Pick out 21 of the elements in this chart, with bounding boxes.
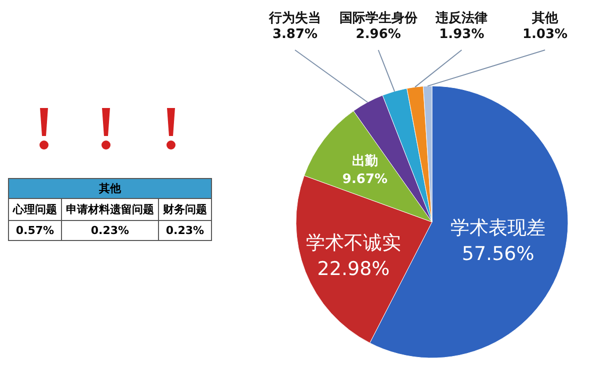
- data-label: 1.93%: [439, 27, 484, 42]
- data-label: 0.23%: [158, 220, 212, 240]
- category-label: 申请材料遗留问题: [62, 198, 158, 220]
- data-label: 2.96%: [356, 27, 401, 42]
- slice-label: 违反法律: [434, 10, 488, 26]
- slice-label: 其他: [531, 11, 559, 26]
- slice-label: 行为失当: [268, 11, 321, 26]
- category-label: 心理问题: [8, 198, 62, 220]
- category-label: 财务问题: [158, 198, 212, 220]
- slice-label: 国际学生身份: [339, 11, 418, 26]
- data-label: 1.03%: [522, 27, 568, 42]
- slice-label: 出勤: [352, 154, 378, 169]
- data-label: 3.87%: [272, 27, 318, 42]
- slice-label: 学术不诚实: [306, 232, 402, 254]
- data-label: 9.67%: [342, 172, 388, 187]
- slice-label: 学术表现差: [450, 217, 546, 239]
- data-label: 22.98%: [317, 258, 390, 280]
- data-label: 0.57%: [8, 220, 62, 240]
- text: 其他: [8, 178, 212, 198]
- data-label: 0.23%: [62, 220, 158, 240]
- data-label: 57.56%: [462, 243, 534, 265]
